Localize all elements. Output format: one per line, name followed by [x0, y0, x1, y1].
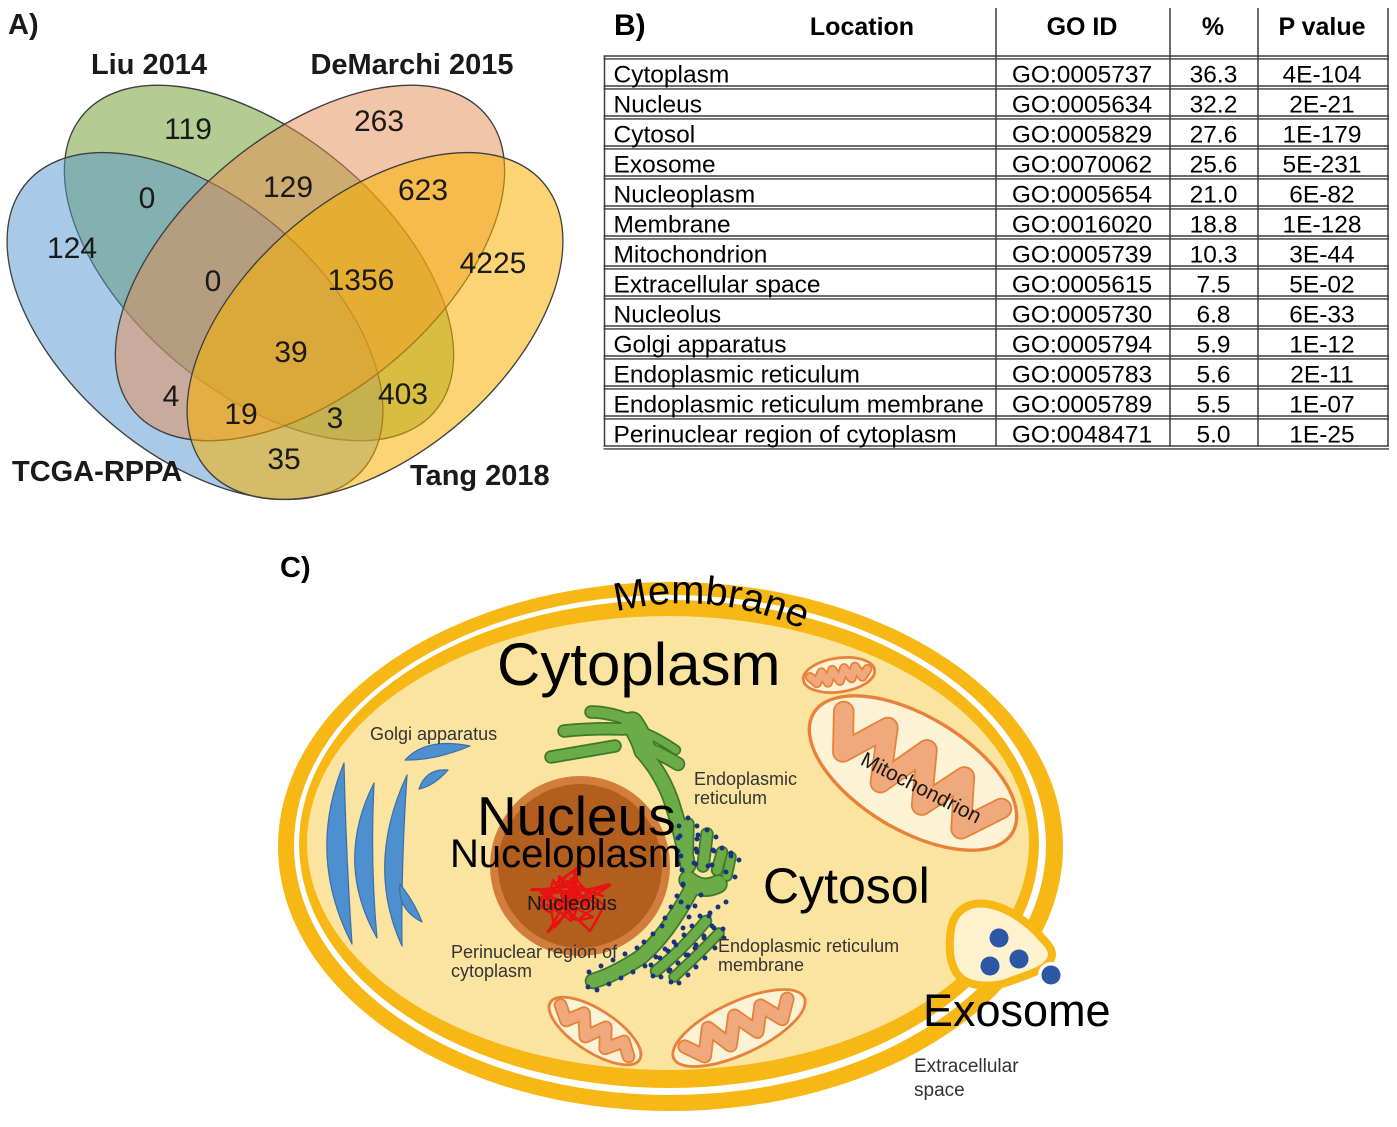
svg-text:b: b [703, 569, 730, 615]
svg-text:Exosome: Exosome [923, 985, 1111, 1036]
svg-text:Nucleolus: Nucleolus [527, 892, 617, 915]
svg-text:cytoplasm: cytoplasm [451, 961, 532, 981]
svg-text:Golgi apparatus: Golgi apparatus [370, 724, 497, 744]
svg-text:10.3: 10.3 [1190, 242, 1238, 269]
svg-text:623: 623 [398, 174, 448, 207]
svg-text:5.5: 5.5 [1196, 392, 1230, 419]
svg-text:3: 3 [327, 402, 344, 435]
svg-text:6E-82: 6E-82 [1289, 182, 1354, 209]
svg-text:4E-104: 4E-104 [1282, 62, 1361, 89]
svg-text:4: 4 [163, 380, 180, 413]
svg-text:Golgi apparatus: Golgi apparatus [614, 332, 787, 359]
svg-text:%: % [1202, 13, 1224, 41]
svg-text:GO:0005730: GO:0005730 [1012, 302, 1152, 329]
svg-text:124: 124 [47, 232, 97, 265]
svg-text:Location: Location [810, 13, 914, 41]
svg-text:1E-128: 1E-128 [1282, 212, 1361, 239]
svg-text:Endoplasmic reticulum: Endoplasmic reticulum [718, 936, 899, 956]
svg-text:39: 39 [274, 336, 307, 369]
svg-text:3E-44: 3E-44 [1289, 242, 1354, 269]
svg-text:25.6: 25.6 [1190, 152, 1238, 179]
svg-text:Cytosol: Cytosol [614, 122, 696, 149]
svg-text:TCGA-RPPA: TCGA-RPPA [12, 456, 182, 488]
svg-text:6.8: 6.8 [1196, 302, 1230, 329]
svg-text:Perinuclear region of cytoplas: Perinuclear region of cytoplasm [614, 422, 957, 449]
svg-text:Liu 2014: Liu 2014 [91, 49, 207, 81]
svg-text:27.6: 27.6 [1190, 122, 1238, 149]
svg-text:DeMarchi 2015: DeMarchi 2015 [310, 49, 513, 81]
svg-text:35: 35 [267, 443, 300, 476]
svg-text:5E-02: 5E-02 [1289, 272, 1354, 299]
svg-text:129: 129 [263, 171, 313, 204]
svg-text:1E-07: 1E-07 [1289, 392, 1354, 419]
svg-text:0: 0 [139, 182, 156, 215]
svg-text:B): B) [614, 9, 646, 42]
svg-text:GO ID: GO ID [1047, 13, 1118, 41]
svg-text:36.3: 36.3 [1190, 62, 1238, 89]
svg-text:2E-11: 2E-11 [1290, 362, 1354, 389]
svg-text:GO:0005737: GO:0005737 [1012, 62, 1152, 89]
svg-text:GO:0005654: GO:0005654 [1012, 182, 1152, 209]
svg-text:5E-231: 5E-231 [1282, 152, 1361, 179]
svg-text:263: 263 [354, 105, 404, 138]
svg-text:119: 119 [164, 113, 212, 146]
svg-text:1E-25: 1E-25 [1289, 422, 1354, 449]
svg-text:GO:0005739: GO:0005739 [1012, 242, 1152, 269]
svg-text:1E-12: 1E-12 [1289, 332, 1354, 359]
svg-text:Membrane: Membrane [614, 212, 731, 239]
svg-text:P value: P value [1278, 13, 1365, 41]
svg-text:18.8: 18.8 [1190, 212, 1238, 239]
svg-text:GO:0005829: GO:0005829 [1012, 122, 1152, 149]
svg-text:Extracellular space: Extracellular space [614, 272, 821, 299]
svg-text:GO:0005789: GO:0005789 [1012, 392, 1152, 419]
svg-text:1E-179: 1E-179 [1282, 122, 1361, 149]
svg-text:GO:0070062: GO:0070062 [1012, 152, 1152, 179]
svg-text:e: e [646, 568, 672, 614]
svg-text:Endoplasmic reticulum: Endoplasmic reticulum [614, 362, 860, 389]
svg-text:membrane: membrane [718, 955, 804, 975]
svg-text:5.6: 5.6 [1196, 362, 1230, 389]
svg-text:GO:0048471: GO:0048471 [1012, 422, 1152, 449]
svg-text:GO:0005634: GO:0005634 [1012, 92, 1152, 119]
svg-text:7.5: 7.5 [1196, 272, 1230, 299]
svg-text:space: space [914, 1080, 965, 1101]
svg-text:5.0: 5.0 [1196, 422, 1230, 449]
svg-text:reticulum: reticulum [694, 788, 767, 808]
svg-text:GO:0005615: GO:0005615 [1012, 272, 1152, 299]
svg-text:Nucleus: Nucleus [477, 785, 676, 847]
svg-text:GO:0016020: GO:0016020 [1012, 212, 1152, 239]
svg-text:Nuceloplasm: Nuceloplasm [450, 832, 681, 876]
svg-text:Endoplasmic: Endoplasmic [694, 769, 797, 789]
svg-text:Exosome: Exosome [614, 152, 716, 179]
svg-text:Cytoplasm: Cytoplasm [614, 62, 730, 89]
svg-text:Nucleoplasm: Nucleoplasm [614, 182, 756, 209]
svg-text:19: 19 [224, 398, 257, 431]
svg-text:M: M [610, 571, 651, 620]
svg-text:5.9: 5.9 [1196, 332, 1230, 359]
svg-text:Nucleolus: Nucleolus [614, 302, 722, 329]
svg-text:Cytosol: Cytosol [763, 858, 930, 914]
svg-text:Perinuclear region of: Perinuclear region of [451, 942, 618, 962]
svg-text:6E-33: 6E-33 [1289, 302, 1354, 329]
svg-text:Extracellular: Extracellular [914, 1056, 1019, 1077]
svg-text:1356: 1356 [328, 264, 395, 297]
svg-text:0: 0 [205, 265, 222, 298]
svg-text:A): A) [8, 9, 39, 41]
svg-text:Nucleus: Nucleus [614, 92, 703, 119]
svg-text:2E-21: 2E-21 [1289, 92, 1354, 119]
svg-text:403: 403 [378, 378, 428, 411]
svg-text:m: m [671, 568, 705, 613]
svg-text:Endoplasmic reticulum membrane: Endoplasmic reticulum membrane [614, 392, 984, 419]
svg-text:GO:0005794: GO:0005794 [1012, 332, 1152, 359]
svg-text:4225: 4225 [460, 247, 527, 280]
svg-text:C): C) [280, 552, 311, 584]
svg-text:32.2: 32.2 [1190, 92, 1238, 119]
svg-text:Cytoplasm: Cytoplasm [497, 631, 780, 698]
svg-text:Mitochondrion: Mitochondrion [614, 242, 768, 269]
svg-text:21.0: 21.0 [1190, 182, 1238, 209]
svg-text:Tang 2018: Tang 2018 [410, 460, 550, 492]
svg-text:GO:0005783: GO:0005783 [1012, 362, 1152, 389]
